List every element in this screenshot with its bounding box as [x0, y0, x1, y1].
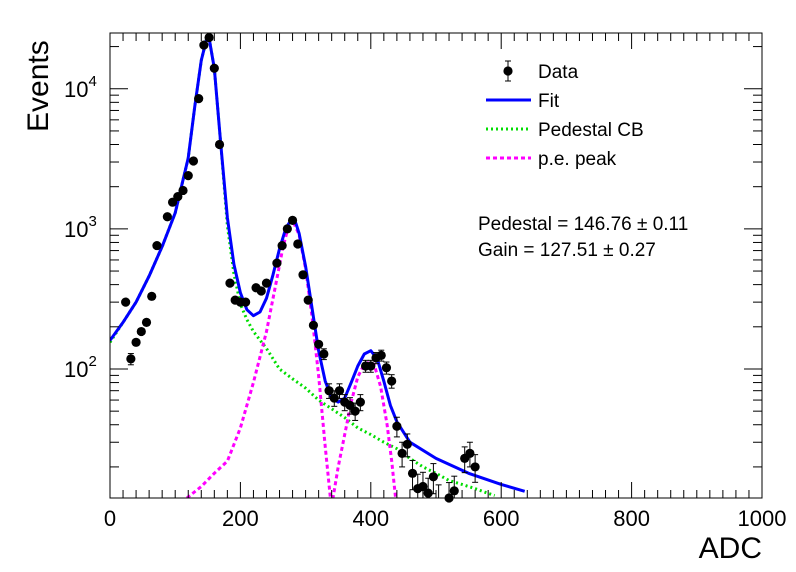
x-tick-label: 0	[104, 506, 116, 531]
data-point	[136, 326, 146, 337]
data-point	[449, 486, 459, 496]
data-point	[277, 240, 287, 251]
data-point	[418, 481, 428, 492]
x-tick-label: 1000	[738, 506, 787, 531]
y-tick-exponent: 3	[88, 213, 96, 230]
data-point	[324, 386, 334, 396]
pedestal-annotation: Pedestal = 146.76 ± 0.11	[478, 214, 688, 235]
data-point	[225, 278, 235, 288]
plot-area	[110, 32, 526, 503]
legend: Data Fit Pedestal CB p.e. peak	[486, 60, 644, 170]
y-axis-title: Events	[22, 40, 55, 132]
data-point	[407, 468, 418, 478]
data-point	[470, 462, 480, 472]
data-point	[241, 297, 251, 307]
data-point	[152, 240, 162, 251]
data-point	[188, 156, 199, 166]
data-point	[147, 291, 157, 301]
data-point	[298, 270, 308, 280]
data-point	[204, 32, 214, 43]
data-point	[293, 239, 303, 249]
data-point	[287, 215, 298, 225]
data-point	[334, 386, 345, 396]
x-tick-label: 800	[613, 506, 650, 531]
data-point	[214, 139, 225, 150]
data-point	[355, 397, 365, 407]
data-point	[392, 421, 402, 431]
y-tick-exponent: 4	[88, 73, 96, 90]
data-point	[126, 354, 136, 364]
legend-label-pedestal-cb: Pedestal CB	[538, 120, 644, 141]
legend-label-data: Data	[538, 62, 579, 83]
legend-label-p-e-peak: p.e. peak	[538, 149, 617, 170]
data-point	[366, 361, 376, 371]
data-point	[256, 286, 266, 296]
data-point	[376, 350, 386, 361]
data-point	[199, 40, 209, 50]
data-point	[428, 472, 438, 482]
series-line-p-e-peak	[185, 218, 398, 498]
data-point	[319, 349, 329, 359]
x-axis-title: ADC	[699, 532, 762, 565]
data-point	[308, 320, 319, 330]
data-point	[131, 337, 141, 347]
x-tick-label: 200	[222, 506, 259, 531]
data-point	[183, 170, 193, 181]
data-point	[272, 258, 282, 268]
data-point	[329, 393, 339, 403]
x-tick-label: 600	[483, 506, 520, 531]
x-tick-label: 400	[352, 506, 389, 531]
data-point	[282, 224, 292, 234]
data-point	[350, 406, 360, 416]
data-point	[303, 295, 313, 305]
data-point	[402, 439, 412, 449]
data-point	[387, 376, 397, 386]
series-line-fit	[110, 36, 526, 493]
data-point	[314, 339, 324, 349]
y-tick-exponent: 2	[88, 353, 96, 370]
data-point	[141, 317, 152, 328]
data-point	[209, 63, 219, 73]
data-point	[194, 94, 204, 104]
data-point	[121, 297, 131, 307]
data-point	[397, 448, 407, 458]
legend-label-fit: Fit	[538, 91, 560, 112]
data-point	[465, 448, 475, 458]
data-point	[261, 278, 272, 288]
gain-annotation: Gain = 127.51 ± 0.27	[478, 240, 656, 261]
legend-swatch-data	[503, 66, 513, 76]
data-point	[178, 185, 188, 196]
data-point	[381, 363, 392, 373]
data-point	[173, 191, 183, 202]
data-point	[423, 488, 433, 498]
data-point	[162, 212, 172, 222]
